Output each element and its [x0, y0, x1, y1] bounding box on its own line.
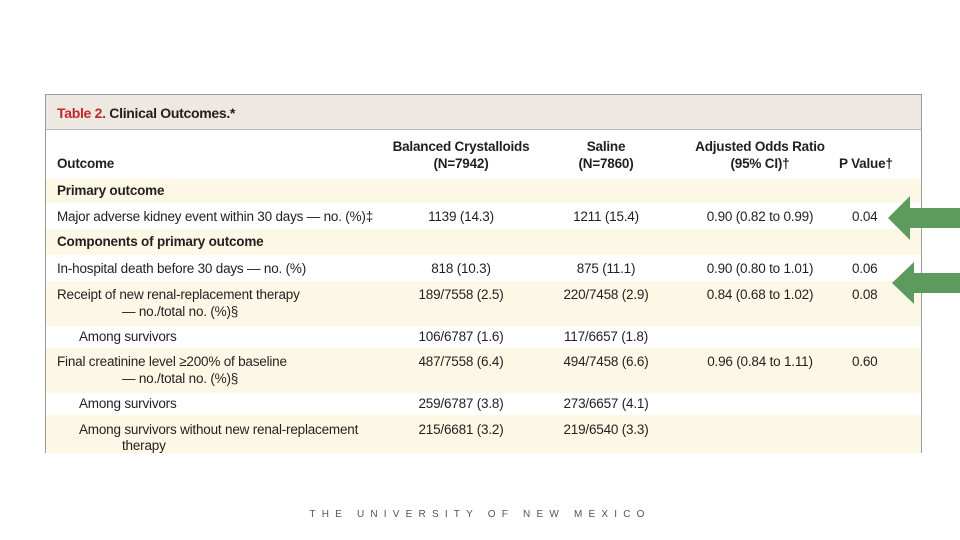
- cell-balanced: 487/7558 (6.4): [418, 354, 504, 369]
- table-number: Table 2.: [57, 105, 106, 121]
- table-row: Among survivors 106/6787 (1.6) 117/6657 …: [46, 326, 921, 348]
- table-caption: Table 2. Clinical Outcomes.*: [57, 105, 235, 121]
- header-saline-n: (N=7860): [578, 156, 634, 171]
- row-label: In-hospital death before 30 days — no. (…: [57, 261, 306, 276]
- cell-balanced: 215/6681 (3.2): [418, 422, 504, 437]
- cell-odds-ratio: 0.90 (0.80 to 1.01): [706, 261, 814, 276]
- cell-balanced: 189/7558 (2.5): [418, 287, 504, 302]
- table-row: Among survivors 259/6787 (3.8) 273/6657 …: [46, 393, 921, 415]
- row-label-continued: — no./total no. (%)§: [122, 371, 239, 386]
- row-label: Final creatinine level ≥200% of baseline: [57, 354, 287, 369]
- header-odds-ratio-title: Adjusted Odds Ratio: [695, 139, 825, 154]
- table-row: Final creatinine level ≥200% of baseline…: [46, 348, 921, 393]
- table-caption-bar: Table 2. Clinical Outcomes.*: [46, 95, 921, 130]
- cell-saline: 219/6540 (3.3): [563, 422, 649, 437]
- arrow-left-icon: [888, 196, 960, 240]
- header-saline-title: Saline: [586, 139, 626, 154]
- cell-saline: 220/7458 (2.9): [563, 287, 649, 302]
- header-odds-ratio-ci: (95% CI)†: [730, 156, 790, 171]
- cell-saline: 117/6657 (1.8): [563, 329, 648, 344]
- header-balanced: Balanced Crystalloids (N=7942): [381, 138, 541, 172]
- cell-odds-ratio: 0.96 (0.84 to 1.11): [707, 354, 813, 369]
- header-outcome: Outcome: [57, 156, 115, 171]
- table-row: Major adverse kidney event within 30 day…: [46, 203, 921, 229]
- header-balanced-n: (N=7942): [433, 156, 489, 171]
- header-p-value: P Value†: [839, 156, 893, 171]
- table-row: Receipt of new renal-replacement therapy…: [46, 281, 921, 326]
- header-odds-ratio: Adjusted Odds Ratio (95% CI)†: [670, 138, 850, 172]
- cell-p-value: 0.06: [852, 261, 878, 276]
- row-heading: Components of primary outcome: [57, 234, 264, 249]
- cell-saline: 875 (11.1): [576, 261, 636, 276]
- cell-p-value: 0.04: [852, 209, 878, 224]
- row-heading: Primary outcome: [57, 183, 165, 198]
- row-label: Major adverse kidney event within 30 day…: [57, 209, 374, 224]
- row-label-continued: — no./total no. (%)§: [122, 304, 239, 319]
- cell-p-value: 0.60: [852, 354, 878, 369]
- header-saline: Saline (N=7860): [551, 138, 661, 172]
- row-label: Receipt of new renal-replacement therapy: [57, 287, 300, 302]
- cell-saline: 494/7458 (6.6): [563, 354, 649, 369]
- header-balanced-title: Balanced Crystalloids: [392, 139, 530, 154]
- cell-balanced: 1139 (14.3): [428, 209, 494, 224]
- row-label-continued: therapy: [122, 438, 166, 453]
- cell-saline: 1211 (15.4): [573, 209, 639, 224]
- row-label: Among survivors: [79, 329, 177, 344]
- table-row: Components of primary outcome: [46, 229, 921, 255]
- cell-odds-ratio: 0.84 (0.68 to 1.02): [706, 287, 814, 302]
- table-row: Primary outcome: [46, 179, 921, 203]
- cell-balanced: 818 (10.3): [431, 261, 491, 276]
- cell-balanced: 259/6787 (3.8): [418, 396, 504, 411]
- cell-saline: 273/6657 (4.1): [563, 396, 649, 411]
- cell-p-value: 0.08: [852, 287, 878, 302]
- table-row: Among survivors without new renal-replac…: [46, 415, 921, 453]
- row-label: Among survivors without new renal-replac…: [79, 422, 359, 437]
- cell-balanced: 106/6787 (1.6): [418, 329, 504, 344]
- clinical-outcomes-table: Table 2. Clinical Outcomes.* Outcome Bal…: [45, 94, 922, 453]
- table-row: In-hospital death before 30 days — no. (…: [46, 255, 921, 281]
- table-title: Clinical Outcomes.*: [109, 105, 236, 121]
- cell-odds-ratio: 0.90 (0.82 to 0.99): [706, 209, 814, 224]
- footer-university: THE UNIVERSITY OF NEW MEXICO: [309, 509, 651, 520]
- row-label: Among survivors: [79, 396, 177, 411]
- arrow-left-icon: [892, 262, 960, 304]
